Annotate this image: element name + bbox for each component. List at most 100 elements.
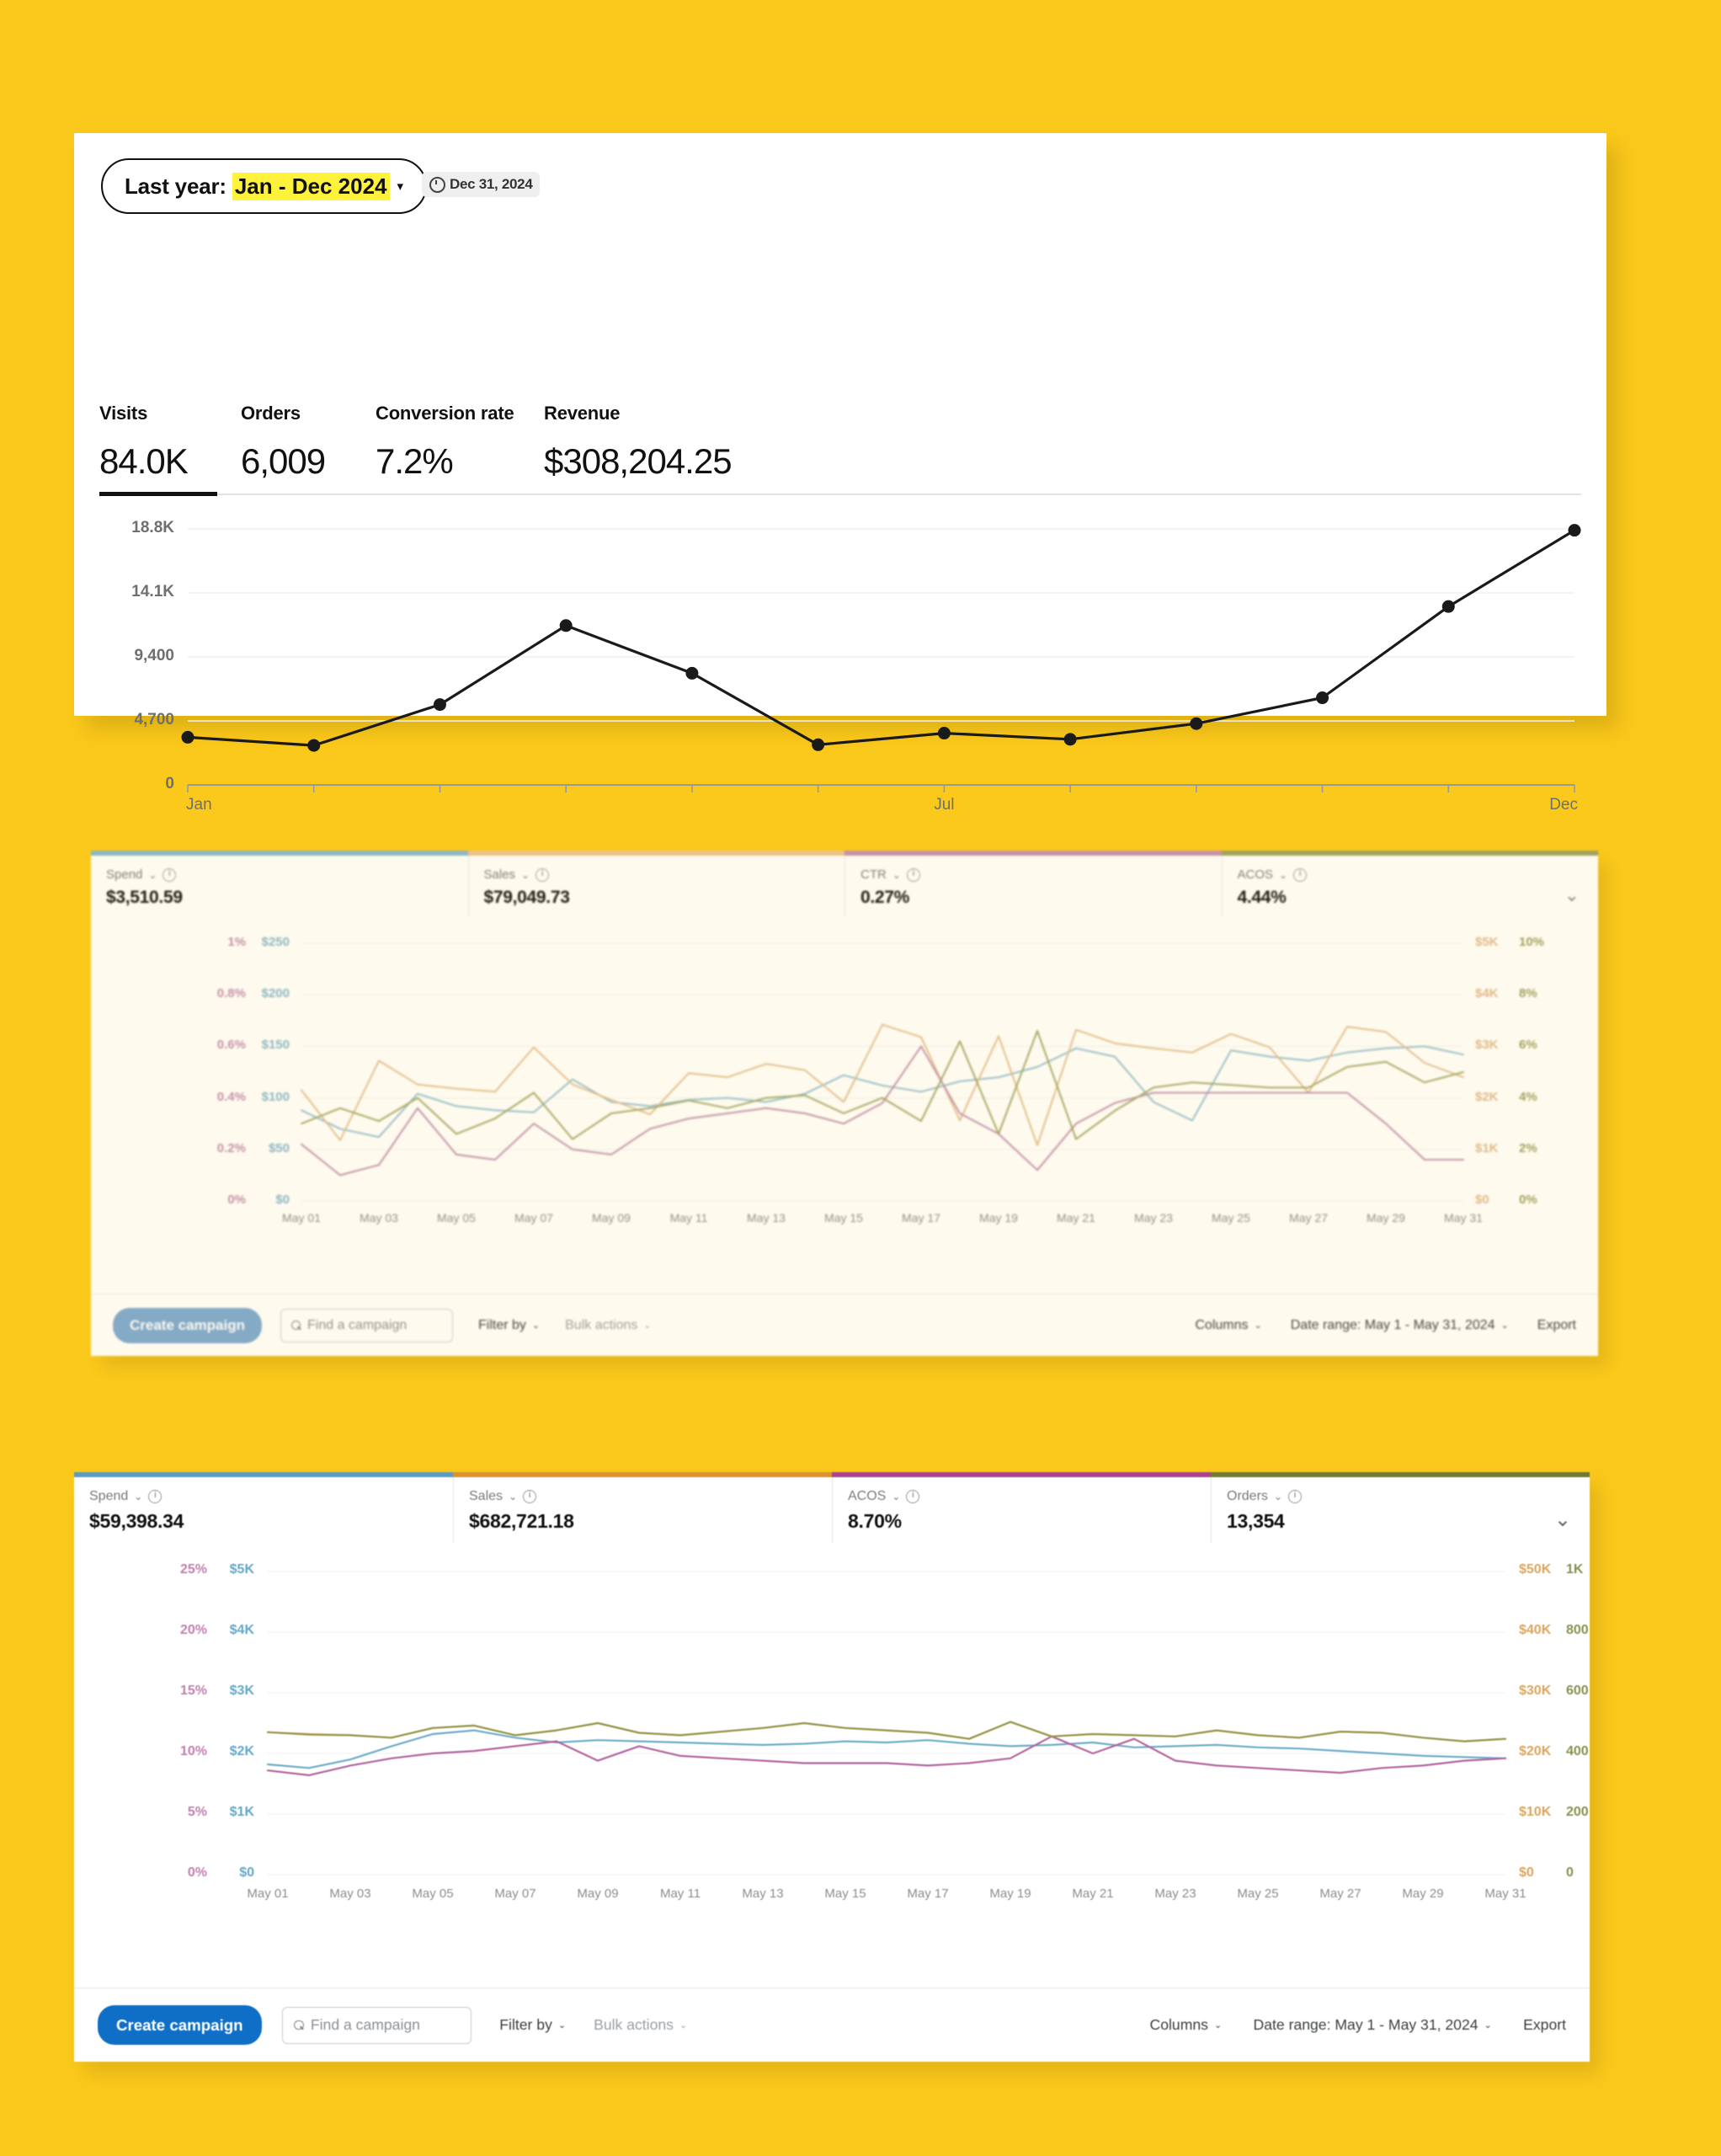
info-icon[interactable]: i (523, 1490, 537, 1503)
date-range-picker[interactable]: Last year: Jan - Dec 2024 ▾ (101, 158, 428, 214)
series-line-sales (301, 1023, 1464, 1146)
metric-orders-value: 6,009 (241, 441, 326, 481)
chevron-down-icon[interactable]: ⌄ (1273, 1491, 1282, 1502)
export-button-label: Export (1523, 2016, 1566, 2033)
metric-conversion-rate-value: 7.2% (376, 441, 454, 481)
columns-dropdown-label: Columns (1195, 1317, 1249, 1332)
info-icon[interactable]: i (906, 867, 920, 882)
metric-conversion-rate-label: Conversion rate (376, 403, 514, 424)
metric-summary-row: Visits 84.0K Orders 6,009 Conversion rat… (99, 403, 797, 482)
campaign-dashboard-panel-secondary: Spend ⌄ i $3,510.59 Sales ⌄ i $79,049.73 CTR ⌄ i 0.… (91, 851, 1598, 1356)
metric-label: ACOS (1237, 867, 1274, 882)
metric-value: $59,398.34 (89, 1510, 184, 1532)
chevron-down-icon[interactable]: ⌄ (521, 868, 530, 881)
campaign-search-placeholder: Find a campaign (307, 1317, 408, 1332)
metric-strip-segment (832, 1472, 1211, 1477)
info-icon[interactable]: i (148, 1490, 163, 1503)
toolbar-right-group: Columns ⌄ Date range: May 1 - May 31, 2024… (1166, 1318, 1576, 1333)
metric-visits-label: Visits (99, 403, 148, 424)
chevron-down-icon[interactable]: ⌄ (892, 1491, 901, 1502)
create-campaign-button[interactable]: Create campaign (113, 1307, 262, 1343)
info-icon[interactable]: i (906, 1490, 920, 1503)
metric-value: 8.70% (848, 1510, 902, 1532)
search-icon (291, 1321, 301, 1330)
collapse-chevron-icon[interactable]: ⌄ (1564, 884, 1580, 905)
campaign-toolbar: Create campaign Find a campaign Filter by ⌄… (74, 1988, 1590, 2062)
metric-card-sales[interactable]: Sales ⌄ i $682,721.18 (453, 1477, 832, 1543)
metric-conversion-rate[interactable]: Conversion rate 7.2% (376, 403, 544, 482)
info-icon[interactable]: i (1293, 867, 1308, 882)
export-button-label: Export (1537, 1317, 1576, 1332)
metric-value: 4.44% (1237, 888, 1287, 907)
metric-visits[interactable]: Visits 84.0K (99, 403, 241, 482)
campaign-search-box[interactable]: Find a campaign (281, 2006, 472, 2044)
as-of-date-text: Dec 31, 2024 (450, 176, 533, 192)
create-campaign-button[interactable]: Create campaign (98, 2005, 262, 2045)
multi-metric-line-chart: 0% 0.2% 0.4% 0.6% 0.8% 1% $0 $50 $100 $150 $200 $25… (216, 935, 1545, 1225)
metric-strip-segment (1221, 851, 1598, 856)
metric-strip-segment (74, 1472, 453, 1477)
metric-card-acos[interactable]: ACOS ⌄ i 8.70% (832, 1477, 1211, 1543)
metric-card-acos[interactable]: ACOS ⌄ i 4.44% (1221, 856, 1599, 916)
chevron-down-icon[interactable]: ⌄ (148, 868, 157, 881)
export-button[interactable]: Export (1523, 2016, 1566, 2034)
clock-icon (429, 176, 445, 193)
series-line-spend (301, 1045, 1464, 1139)
metric-label: ACOS (848, 1489, 887, 1503)
date-range-dropdown-label: Date range: May 1 - May 31, 2024 (1253, 2016, 1479, 2033)
metric-card-spend[interactable]: Spend ⌄ i $59,398.34 (74, 1477, 453, 1543)
metric-cards-row: Spend ⌄ i $59,398.34 Sales ⌄ i $682,721.18 ACOS ⌄… (74, 1477, 1590, 1543)
series-line-acos (301, 1030, 1464, 1140)
series-line-spend (266, 1729, 1507, 1769)
chevron-down-icon[interactable]: ⌄ (134, 1491, 143, 1502)
metric-strip-segment (845, 851, 1222, 856)
metric-label: Spend (106, 867, 143, 882)
filter-by-dropdown[interactable]: Filter by ⌄ (499, 2016, 566, 2034)
metric-value: 0.27% (860, 888, 910, 907)
metric-label: CTR (860, 867, 887, 882)
search-icon (293, 2020, 304, 2031)
metric-strip-segment (91, 851, 468, 856)
info-icon[interactable]: i (163, 867, 177, 882)
metric-revenue[interactable]: Revenue $308,204.25 (544, 403, 797, 482)
info-icon[interactable]: i (1287, 1490, 1302, 1503)
metric-orders-label: Orders (241, 403, 301, 424)
chevron-down-icon: ⌄ (1484, 2020, 1492, 2031)
chevron-down-icon: ⌄ (557, 2020, 567, 2031)
collapse-chevron-icon[interactable]: ⌄ (1553, 1508, 1571, 1531)
export-button[interactable]: Export (1537, 1318, 1576, 1333)
metric-label: Sales (483, 867, 516, 882)
filter-by-dropdown[interactable]: Filter by ⌄ (478, 1318, 540, 1333)
chevron-down-icon[interactable]: ⌄ (892, 868, 901, 881)
visits-line-chart: 0 4,700 9,400 14.1K 18.8K Jan Jul Dec (99, 514, 1581, 842)
campaign-search-box[interactable]: Find a campaign (280, 1308, 453, 1342)
metric-card-sales[interactable]: Sales ⌄ i $79,049.73 (467, 856, 845, 916)
metric-strip-segment (1211, 1472, 1590, 1477)
info-icon[interactable]: i (535, 867, 550, 882)
metric-card-orders[interactable]: Orders ⌄ i 13,354 (1211, 1477, 1590, 1543)
chevron-down-icon: ⌄ (1254, 1321, 1262, 1331)
columns-dropdown[interactable]: Columns ⌄ (1195, 1318, 1261, 1333)
metric-active-underline (99, 492, 1581, 496)
metric-value: $682,721.18 (469, 1510, 574, 1532)
bulk-actions-dropdown[interactable]: Bulk actions ⌄ (594, 2016, 687, 2034)
date-range-dropdown[interactable]: Date range: May 1 - May 31, 2024 ⌄ (1291, 1318, 1509, 1333)
date-range-dropdown-label: Date range: May 1 - May 31, 2024 (1290, 1317, 1495, 1332)
metric-label: Sales (469, 1489, 504, 1503)
date-range-dropdown[interactable]: Date range: May 1 - May 31, 2024 ⌄ (1254, 2016, 1492, 2034)
date-range-prefix: Last year: (125, 173, 226, 199)
metric-orders[interactable]: Orders 6,009 (241, 403, 376, 482)
metric-card-ctr[interactable]: CTR ⌄ i 0.27% (845, 856, 1222, 916)
columns-dropdown[interactable]: Columns ⌄ (1150, 2016, 1223, 2034)
filter-by-dropdown-label: Filter by (478, 1317, 526, 1332)
metric-visits-value: 84.0K (99, 441, 189, 481)
metric-card-spend[interactable]: Spend ⌄ i $3,510.59 (91, 856, 468, 916)
campaign-search-placeholder: Find a campaign (310, 2016, 420, 2033)
metric-color-strip (91, 851, 1598, 856)
bulk-actions-dropdown[interactable]: Bulk actions ⌄ (565, 1318, 651, 1333)
performance-overview-panel: Last year: Jan - Dec 2024 ▾ Dec 31, 2024… (74, 133, 1606, 814)
bulk-actions-dropdown-label: Bulk actions (565, 1317, 638, 1332)
chevron-down-icon[interactable]: ⌄ (509, 1491, 518, 1502)
metric-revenue-value: $308,204.25 (544, 441, 733, 481)
chevron-down-icon[interactable]: ⌄ (1279, 868, 1288, 881)
